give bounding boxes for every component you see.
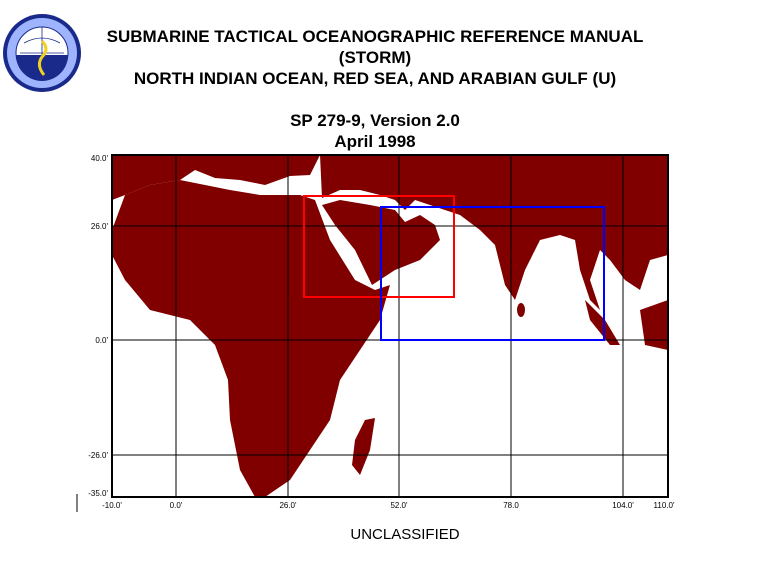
lon-label: 78.0 xyxy=(503,501,519,510)
lat-label: -35.0' xyxy=(88,489,108,498)
lon-label: 0.0' xyxy=(170,501,183,510)
lon-label: 26.0' xyxy=(279,501,297,510)
lat-labels: 40.0' 26.0' 0.0' -26.0' -35.0' xyxy=(88,154,108,498)
title-line-2: (STORM) xyxy=(338,48,412,67)
land xyxy=(112,155,668,497)
africa-land xyxy=(112,180,390,497)
borneo-land xyxy=(640,300,668,350)
title-line-3: NORTH INDIAN OCEAN, RED SEA, AND ARABIAN… xyxy=(133,69,617,88)
indian-ocean-region-box[interactable] xyxy=(380,206,605,341)
lat-label: 0.0' xyxy=(95,336,108,345)
sumatra-land xyxy=(585,300,620,345)
lon-label: 104.0' xyxy=(612,501,634,510)
lon-label: 110.0' xyxy=(654,501,675,510)
lon-label: 52.0' xyxy=(390,501,408,510)
lon-label: -10.0' xyxy=(102,501,122,510)
page-title: SUBMARINE TACTICAL OCEANOGRAPHIC REFEREN… xyxy=(80,26,670,89)
lat-label: 40.0' xyxy=(91,154,109,163)
lon-labels: -10.0' 0.0' 26.0' 52.0' 78.0 104.0' 110.… xyxy=(102,501,675,510)
asia-land xyxy=(320,155,668,310)
seal-logo xyxy=(3,14,81,92)
classification-label: UNCLASSIFIED xyxy=(350,526,460,543)
sri-lanka-land xyxy=(517,303,525,317)
doc-date: April 1998 xyxy=(334,132,416,151)
red-sea-region-box[interactable] xyxy=(303,195,455,298)
europe-land xyxy=(112,155,320,200)
lat-label: -26.0' xyxy=(88,451,108,460)
madagascar-land xyxy=(352,418,375,475)
lat-label: 26.0' xyxy=(91,222,109,231)
map-frame xyxy=(111,154,669,498)
title-line-1: SUBMARINE TACTICAL OCEANOGRAPHIC REFEREN… xyxy=(106,27,644,46)
doc-number: SP 279-9, Version 2.0 xyxy=(290,111,460,130)
